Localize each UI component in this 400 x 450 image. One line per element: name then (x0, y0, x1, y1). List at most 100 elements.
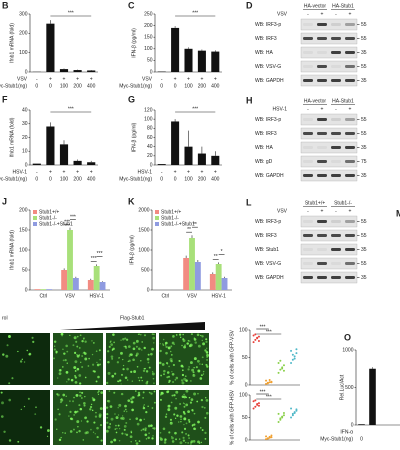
micro-cell (135, 417, 139, 420)
micro-cell (153, 333, 155, 335)
micro-cell (2, 353, 5, 356)
micro-cell (169, 418, 173, 421)
kda-label: 55 (361, 131, 367, 137)
y-tick-label: 0 (351, 422, 354, 428)
panel-letter: D (246, 0, 253, 10)
micro-cell (142, 428, 145, 431)
micro-cell (125, 338, 129, 341)
micro-cell (111, 357, 114, 360)
micro-cell (164, 438, 167, 441)
micro-cell (137, 376, 140, 379)
micro-cell (159, 432, 162, 434)
micro-cell (96, 361, 98, 364)
scatter-point (268, 379, 271, 382)
micro-cell (65, 404, 68, 407)
micro-cell (137, 393, 141, 397)
micro-cell (73, 366, 77, 369)
micro-cell (76, 410, 79, 413)
row-label: WB: HA (255, 50, 273, 56)
micro-cell (197, 344, 201, 348)
micro-cell (139, 418, 142, 422)
legend-label: Stub1+/+ (39, 209, 59, 215)
row-cell: + (174, 169, 177, 175)
treatment-cell: + (349, 106, 352, 112)
row-cell: + (200, 76, 203, 82)
y-tick-label: 0 (147, 287, 150, 293)
micro-cell (150, 392, 153, 395)
row-cell: 400 (87, 83, 96, 89)
micro-cell (168, 365, 170, 368)
sig-label: *** (70, 214, 76, 220)
legend-label: Stub1+/+ (161, 209, 181, 215)
kda-label: 55 (361, 233, 367, 239)
row-cell: 400 (211, 83, 220, 89)
y-tick-label: 10 (22, 149, 28, 155)
micro-cell (39, 426, 43, 429)
kda-label: 35 (361, 145, 367, 151)
blot-band (317, 160, 327, 163)
blot-band (345, 234, 355, 237)
micro-cell (173, 413, 176, 416)
micro-cell (118, 357, 120, 359)
kda-label: 35 (361, 173, 367, 179)
row-cell: + (200, 169, 203, 175)
scatter-point (293, 411, 296, 414)
micro-cell (8, 382, 11, 385)
scatter-point (266, 382, 269, 385)
scatter-point (295, 352, 298, 355)
micro-cell (98, 415, 102, 418)
micro-cell (179, 441, 183, 445)
micro-cell (170, 354, 173, 356)
y-tick-label: 0 (245, 382, 248, 388)
blot-band (317, 132, 327, 135)
micro-cell (206, 365, 209, 368)
micro-cell (177, 421, 180, 423)
micro-cell (116, 361, 120, 364)
micro-cell (88, 357, 90, 360)
micro-cell (84, 340, 87, 343)
row-cell: 400 (211, 176, 220, 182)
micro-cell (190, 398, 194, 401)
micro-control-label: rol (2, 315, 8, 321)
micro-cell (158, 361, 162, 365)
micro-image (0, 333, 50, 385)
treatment-name: HSV-1 (273, 106, 288, 112)
row-cell: 100 (60, 83, 69, 89)
micro-cell (206, 353, 210, 357)
treatment-cell: + (321, 11, 324, 17)
micro-cell (175, 397, 177, 400)
blot-band (345, 23, 355, 26)
panel-letter: G (128, 94, 135, 104)
micro-cell (168, 379, 171, 382)
row-label: WB: VSV-G (255, 64, 281, 70)
blot-band (317, 248, 327, 251)
row-label: WB: IRF3 (255, 36, 277, 42)
micro-cell (81, 355, 83, 357)
micro-cell (189, 401, 193, 404)
micro-cell (53, 348, 57, 351)
micro-cell (191, 440, 193, 442)
micro-cell (84, 431, 88, 435)
row-cell: + (49, 76, 52, 82)
micro-cell (181, 344, 183, 347)
micro-cell (62, 359, 65, 362)
legend-label: Stub1-/-+Stub1 (161, 221, 195, 227)
treatment-cell: - (307, 208, 309, 214)
treatment-cell: - (335, 208, 337, 214)
panel-letter: C (128, 0, 135, 10)
micro-cell (193, 357, 197, 361)
micro-cell (160, 374, 162, 377)
micro-cell (193, 427, 196, 431)
micro-cell (165, 345, 168, 349)
sig-label: *** (266, 329, 272, 335)
scatter-point (252, 334, 255, 337)
row-label: WB: GAPDH (255, 275, 284, 281)
micro-cell (140, 360, 142, 362)
micro-cell (127, 399, 131, 403)
bar (32, 163, 41, 165)
micro-cell (72, 428, 75, 431)
micro-cell (201, 356, 204, 359)
micro-cell (26, 349, 28, 352)
group-label: Stub1+/+ (305, 200, 325, 206)
micro-cell (123, 428, 126, 431)
